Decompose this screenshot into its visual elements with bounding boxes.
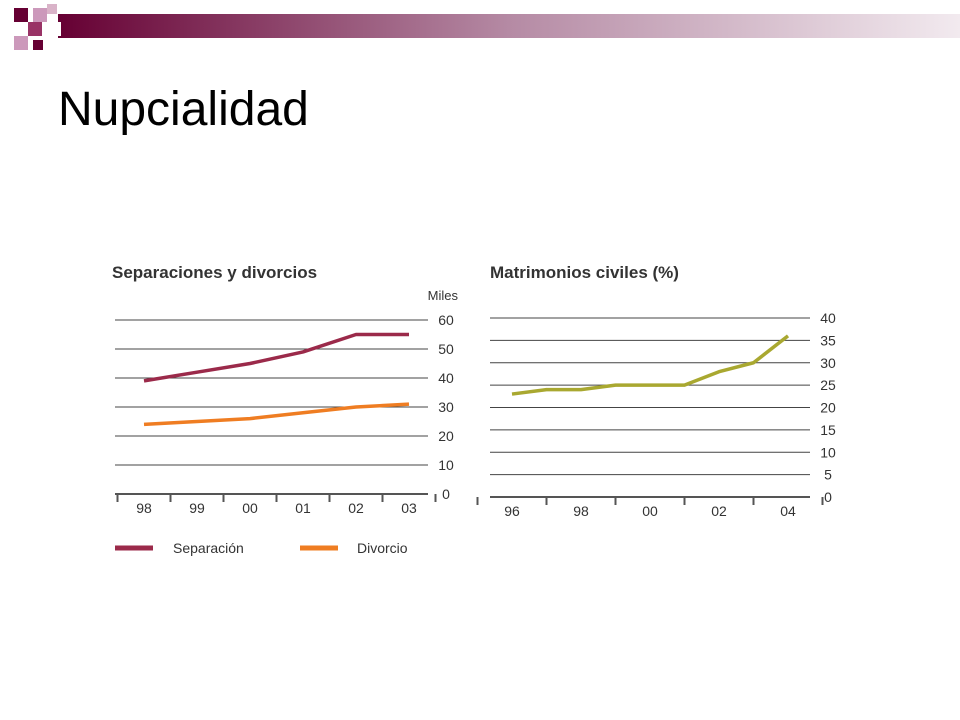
x-tick-label: 96 xyxy=(504,503,520,519)
x-tick-label: 99 xyxy=(189,500,205,516)
deco-square xyxy=(14,36,28,50)
page-title: Nupcialidad xyxy=(58,83,309,136)
y-tick-label: 0 xyxy=(824,489,832,505)
deco-square xyxy=(14,8,28,22)
y-tick-label: 25 xyxy=(820,377,836,393)
chart-matrimonios-civiles: Matrimonios civiles (%) 0 5 10 15 20 25 30 35 40 9… xyxy=(476,263,836,519)
chart-separaciones-divorcios: Separaciones y divorciosMiles01020304050… xyxy=(112,263,458,556)
title-decoration xyxy=(14,4,960,50)
y-tick-label: 20 xyxy=(820,400,836,416)
chart-title: Separaciones y divorcios xyxy=(112,263,317,282)
y-tick-label: 40 xyxy=(820,310,836,326)
y-tick-label: 30 xyxy=(438,399,454,415)
series-line xyxy=(143,332,409,383)
x-tick-label: 03 xyxy=(401,500,417,516)
x-tick-label: 98 xyxy=(573,503,589,519)
x-tick-label: 01 xyxy=(295,500,311,516)
deco-square xyxy=(47,22,61,36)
x-tick-label: 98 xyxy=(136,500,152,516)
y-axis-unit: Miles xyxy=(428,288,459,303)
y-tick-label: 0 xyxy=(442,486,450,502)
deco-square xyxy=(33,40,43,50)
x-tick-label: 02 xyxy=(711,503,727,519)
x-tick-label: 00 xyxy=(242,500,258,516)
x-tick-label: 02 xyxy=(348,500,364,516)
x-tick-label: 04 xyxy=(780,503,796,519)
chart-title: Matrimonios civiles (%) xyxy=(490,263,679,282)
deco-square xyxy=(33,8,47,22)
x-tick-label: 00 xyxy=(642,503,658,519)
series-line xyxy=(143,402,410,427)
y-tick-label: 10 xyxy=(820,444,836,460)
y-tick-label: 50 xyxy=(438,341,454,357)
deco-square xyxy=(28,22,42,36)
y-tick-label: 60 xyxy=(438,312,454,328)
y-tick-label: 15 xyxy=(820,422,836,438)
deco-square xyxy=(47,4,57,14)
y-tick-label: 20 xyxy=(438,428,454,444)
title-bar xyxy=(58,14,960,38)
y-tick-label: 35 xyxy=(820,332,836,348)
y-tick-label: 5 xyxy=(824,467,832,483)
y-tick-label: 30 xyxy=(820,355,836,371)
y-tick-label: 10 xyxy=(438,457,454,473)
y-tick-label: 40 xyxy=(438,370,454,386)
legend-label: Separación xyxy=(173,540,244,556)
legend-label: Divorcio xyxy=(357,540,408,556)
